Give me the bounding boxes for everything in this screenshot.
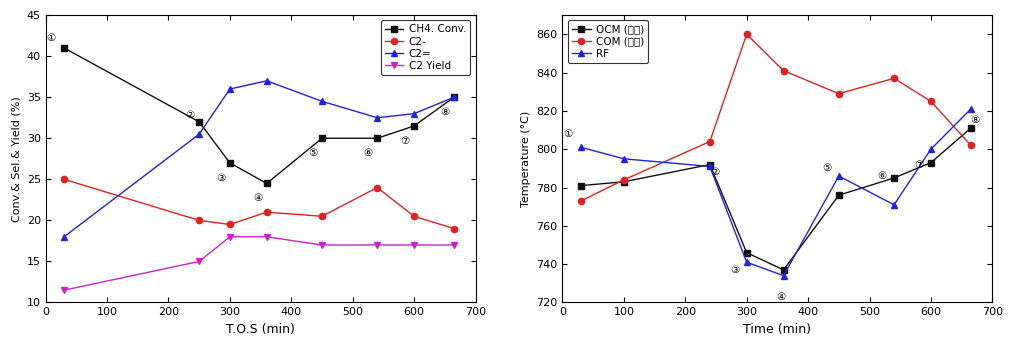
RF (618, 157, 630, 161)
CH4. Conv. (261, 181, 273, 186)
C2= (58, 235, 70, 239)
COM (하부) (575, 199, 587, 203)
COM (하부) (618, 178, 630, 182)
C2 Yield (408, 243, 420, 247)
OCM (풍부) (832, 193, 845, 197)
Text: ⑧: ⑧ (970, 116, 980, 126)
COM (하부) (964, 143, 976, 147)
RF (740, 260, 752, 264)
C2= (448, 95, 460, 99)
Text: ⑥: ⑥ (363, 148, 373, 158)
RF (925, 147, 937, 151)
OCM (풍부) (888, 176, 900, 180)
C2= (193, 132, 205, 136)
C2= (371, 116, 383, 120)
C2- (224, 222, 236, 227)
C2= (224, 87, 236, 91)
Text: ③: ③ (730, 265, 739, 275)
Text: ⑥: ⑥ (877, 171, 886, 181)
C2- (193, 218, 205, 222)
CH4. Conv. (408, 124, 420, 128)
OCM (풍부) (704, 162, 716, 167)
Text: ④: ④ (776, 292, 785, 302)
C2- (58, 177, 70, 181)
CH4. Conv. (224, 161, 236, 165)
C2 Yield (58, 288, 70, 292)
Text: ②: ② (710, 167, 719, 177)
Y-axis label: Temperature (°C): Temperature (°C) (521, 111, 530, 207)
COM (하부) (704, 139, 716, 144)
COM (하부) (832, 92, 845, 96)
Text: ②: ② (186, 110, 195, 120)
X-axis label: T.O.S (min): T.O.S (min) (226, 323, 295, 336)
OCM (풍부) (925, 161, 937, 165)
Text: ③: ③ (216, 173, 225, 183)
Text: ⑤: ⑤ (308, 148, 317, 158)
RF (832, 174, 845, 178)
RF (964, 107, 976, 111)
Text: ①: ① (46, 33, 55, 43)
Line: CH4. Conv.: CH4. Conv. (61, 45, 457, 187)
COM (하부) (740, 32, 752, 36)
C2 Yield (448, 243, 460, 247)
C2 Yield (371, 243, 383, 247)
Line: RF: RF (578, 106, 974, 279)
C2- (408, 214, 420, 218)
Text: ①: ① (563, 129, 572, 139)
OCM (풍부) (740, 251, 752, 255)
C2= (261, 79, 273, 83)
CH4. Conv. (448, 95, 460, 99)
Line: COM (하부): COM (하부) (578, 31, 974, 204)
C2- (448, 227, 460, 231)
Text: ④: ④ (252, 193, 263, 203)
Legend: CH4. Conv., C2-, C2=, C2 Yield: CH4. Conv., C2-, C2=, C2 Yield (380, 20, 470, 75)
C2= (408, 111, 420, 116)
Text: ⑧: ⑧ (440, 107, 449, 117)
Text: ⑤: ⑤ (822, 163, 831, 174)
RF (704, 164, 716, 169)
Text: ⑦: ⑦ (401, 136, 410, 146)
CH4. Conv. (371, 136, 383, 140)
COM (하부) (778, 69, 790, 73)
Y-axis label: Conv.& Sel.& Yield (%): Conv.& Sel.& Yield (%) (11, 96, 21, 222)
RF (888, 203, 900, 207)
CH4. Conv. (193, 120, 205, 124)
CH4. Conv. (316, 136, 329, 140)
C2 Yield (193, 259, 205, 263)
RF (575, 145, 587, 149)
COM (하부) (888, 76, 900, 81)
RF (778, 273, 790, 278)
C2 Yield (261, 235, 273, 239)
CH4. Conv. (58, 46, 70, 50)
C2 Yield (316, 243, 329, 247)
OCM (풍부) (618, 180, 630, 184)
C2- (371, 185, 383, 189)
C2= (316, 99, 329, 103)
Line: C2-: C2- (61, 176, 457, 232)
X-axis label: Time (min): Time (min) (743, 323, 811, 336)
Line: C2 Yield: C2 Yield (61, 234, 457, 293)
OCM (풍부) (964, 126, 976, 130)
COM (하부) (925, 99, 937, 103)
Line: OCM (풍부): OCM (풍부) (578, 125, 974, 273)
C2- (261, 210, 273, 214)
C2 Yield (224, 235, 236, 239)
OCM (풍부) (778, 268, 790, 272)
OCM (풍부) (575, 184, 587, 188)
Line: C2=: C2= (61, 78, 457, 240)
Text: ⑦: ⑦ (914, 160, 924, 170)
Legend: OCM (풍부), COM (하부), RF: OCM (풍부), COM (하부), RF (568, 20, 648, 63)
C2- (316, 214, 329, 218)
